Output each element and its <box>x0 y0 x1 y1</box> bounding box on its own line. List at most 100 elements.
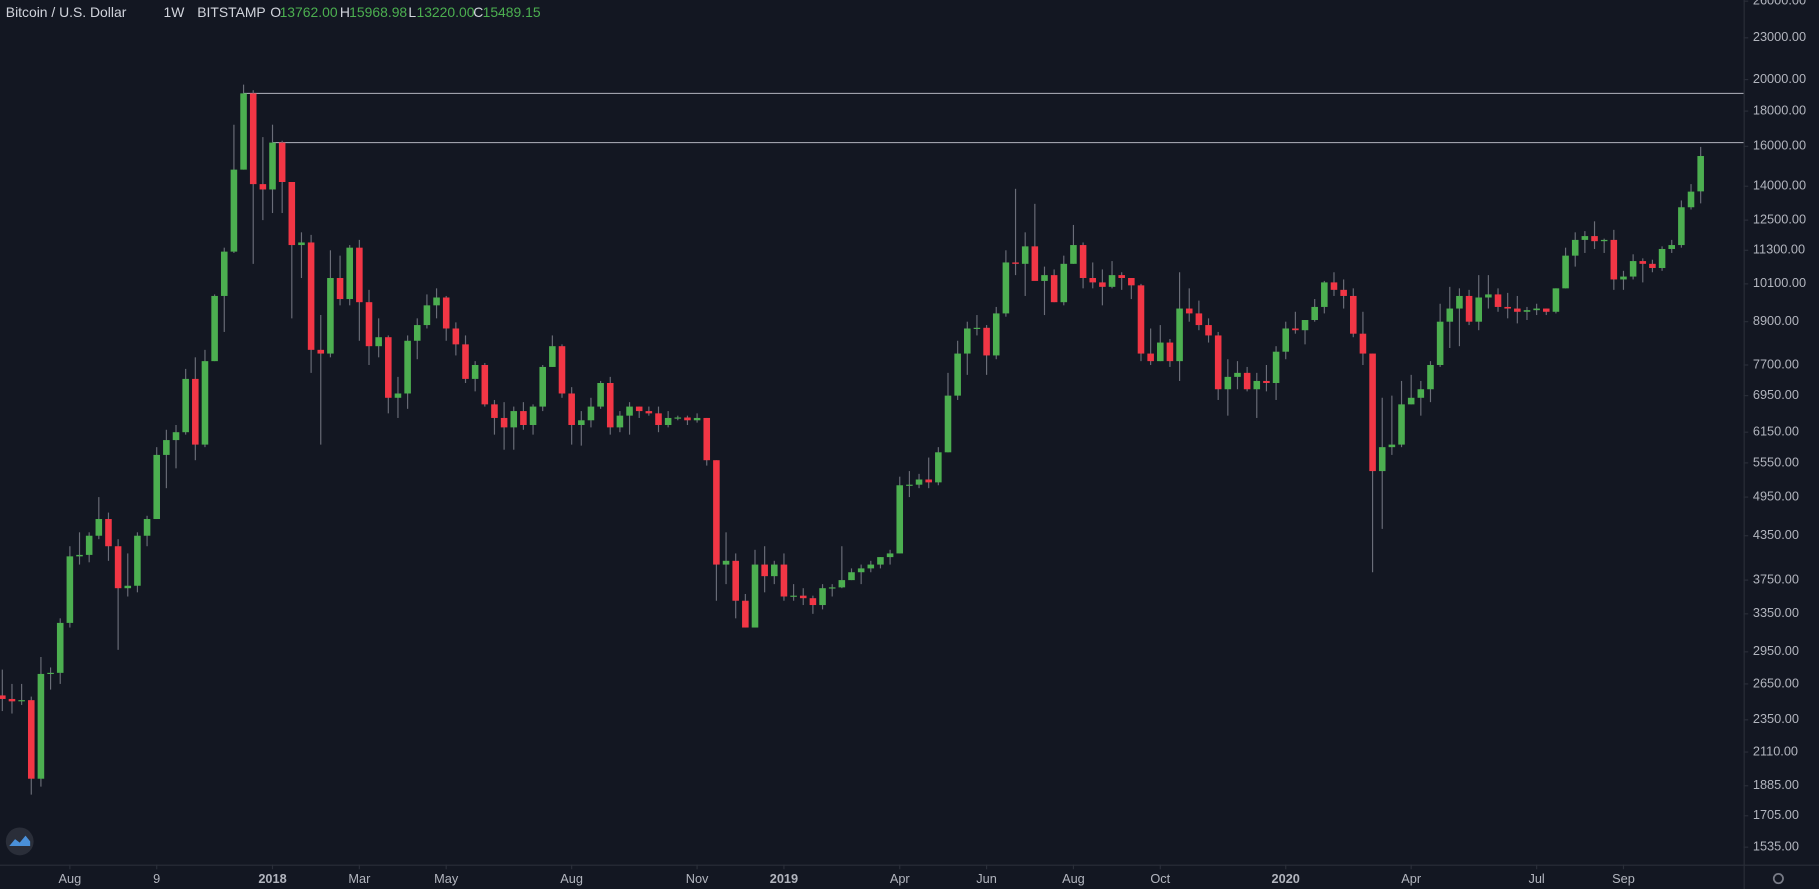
candle-body <box>655 413 662 425</box>
candle-body <box>1350 295 1357 334</box>
candle-body <box>1687 191 1695 208</box>
candle-body <box>1089 278 1097 283</box>
candle-body <box>1436 321 1444 365</box>
candle-body <box>992 313 1000 356</box>
plot <box>0 0 1749 870</box>
y-tick-label: 8900.00 <box>1753 313 1799 328</box>
candle-body <box>114 546 122 589</box>
y-tick-label: 10100.00 <box>1753 275 1806 290</box>
candle-body <box>433 297 440 306</box>
candle-body <box>925 479 932 483</box>
candle-body <box>1205 325 1212 336</box>
candle-body <box>47 672 54 675</box>
candle-body <box>1514 308 1521 312</box>
candle-body <box>1359 333 1367 354</box>
candle-body <box>1099 282 1106 287</box>
candle-body <box>838 580 846 588</box>
candle-body <box>317 349 325 354</box>
candle-body <box>336 278 344 300</box>
candle-body <box>365 302 373 347</box>
ohlc-key: O <box>270 3 281 19</box>
y-tick-label: 3750.00 <box>1753 571 1799 586</box>
candle-body <box>1369 353 1376 472</box>
candle-body <box>1243 372 1251 390</box>
candle-body <box>1234 372 1241 377</box>
candle-body <box>471 364 479 379</box>
candle-body <box>935 452 942 483</box>
candle-body <box>134 535 141 586</box>
candle-body <box>915 479 923 485</box>
candle-body <box>1504 306 1511 309</box>
candle-body <box>327 278 334 354</box>
candle-body <box>1214 335 1222 390</box>
candle-body <box>1321 282 1328 307</box>
candle-body <box>597 382 604 407</box>
candle-body <box>780 564 788 597</box>
candle-body <box>1272 351 1280 383</box>
candle-body <box>1060 263 1068 303</box>
x-tick-label: Apr <box>1401 871 1422 886</box>
candle-body <box>385 337 392 398</box>
candle-body <box>1253 380 1261 390</box>
candle-body <box>211 295 218 362</box>
ohlc-key: H <box>340 3 350 19</box>
candle-body <box>973 327 981 329</box>
candle-body <box>1388 444 1396 448</box>
candle-body <box>1311 306 1318 321</box>
candle-body <box>76 554 83 557</box>
candle-body <box>520 411 527 425</box>
logo[interactable] <box>5 827 34 856</box>
y-tick-label: 2950.00 <box>1753 643 1799 658</box>
x-tick-label: 2019 <box>770 871 798 886</box>
candle-body <box>288 181 296 246</box>
settings-icon[interactable] <box>1772 873 1784 885</box>
x-tick-label: 2018 <box>258 871 286 886</box>
candle-body <box>18 700 25 702</box>
candle-body <box>37 673 45 779</box>
candle-body <box>1562 255 1569 289</box>
candle-body <box>1407 397 1415 405</box>
candle-body <box>529 406 537 425</box>
candle-body <box>307 242 315 350</box>
candle-body <box>809 598 817 606</box>
candle-body <box>1465 295 1473 322</box>
candle-body <box>799 595 807 599</box>
candle-body <box>664 417 672 425</box>
candle-body <box>404 340 411 394</box>
candle-body <box>848 572 855 581</box>
y-tick-label: 12500.00 <box>1753 211 1806 226</box>
candle-body <box>1668 245 1676 249</box>
candle-body <box>1012 262 1019 264</box>
candle-body <box>983 327 990 356</box>
ohlc-value: 13762.00 <box>280 3 338 19</box>
candle-body <box>1292 328 1299 331</box>
candle-body <box>1591 236 1598 242</box>
candle-body <box>1620 276 1627 280</box>
candle-body <box>163 440 170 455</box>
candle-body <box>27 700 35 779</box>
candle-body <box>1581 236 1589 240</box>
y-tick-label: 2350.00 <box>1753 711 1799 726</box>
candle-body <box>1137 285 1145 354</box>
candle-body <box>1185 308 1193 314</box>
candle-body <box>1398 404 1405 445</box>
candle-body <box>645 411 653 414</box>
candle-body <box>1697 156 1704 192</box>
candle-body <box>1417 389 1425 398</box>
y-tick-label: 2650.00 <box>1753 675 1799 690</box>
y-tick-label: 16000.00 <box>1753 138 1806 153</box>
chart-header: Bitcoin / U.S. Dollar 1W BITSTAMP O 1376… <box>6 3 541 19</box>
candle-body <box>85 535 93 555</box>
candle-body <box>124 585 132 589</box>
candle-body <box>442 297 450 329</box>
y-tick-label: 14000.00 <box>1753 178 1806 193</box>
ohlc-value: 13220.00 <box>416 3 474 19</box>
candle-body <box>1610 239 1618 280</box>
candle-body <box>500 417 508 428</box>
x-tick-label: Sep <box>1612 871 1635 886</box>
y-tick-label: 23000.00 <box>1753 29 1806 44</box>
candle-body <box>249 93 257 185</box>
candle-body <box>346 247 353 300</box>
y-tick-label: 4350.00 <box>1753 527 1799 542</box>
